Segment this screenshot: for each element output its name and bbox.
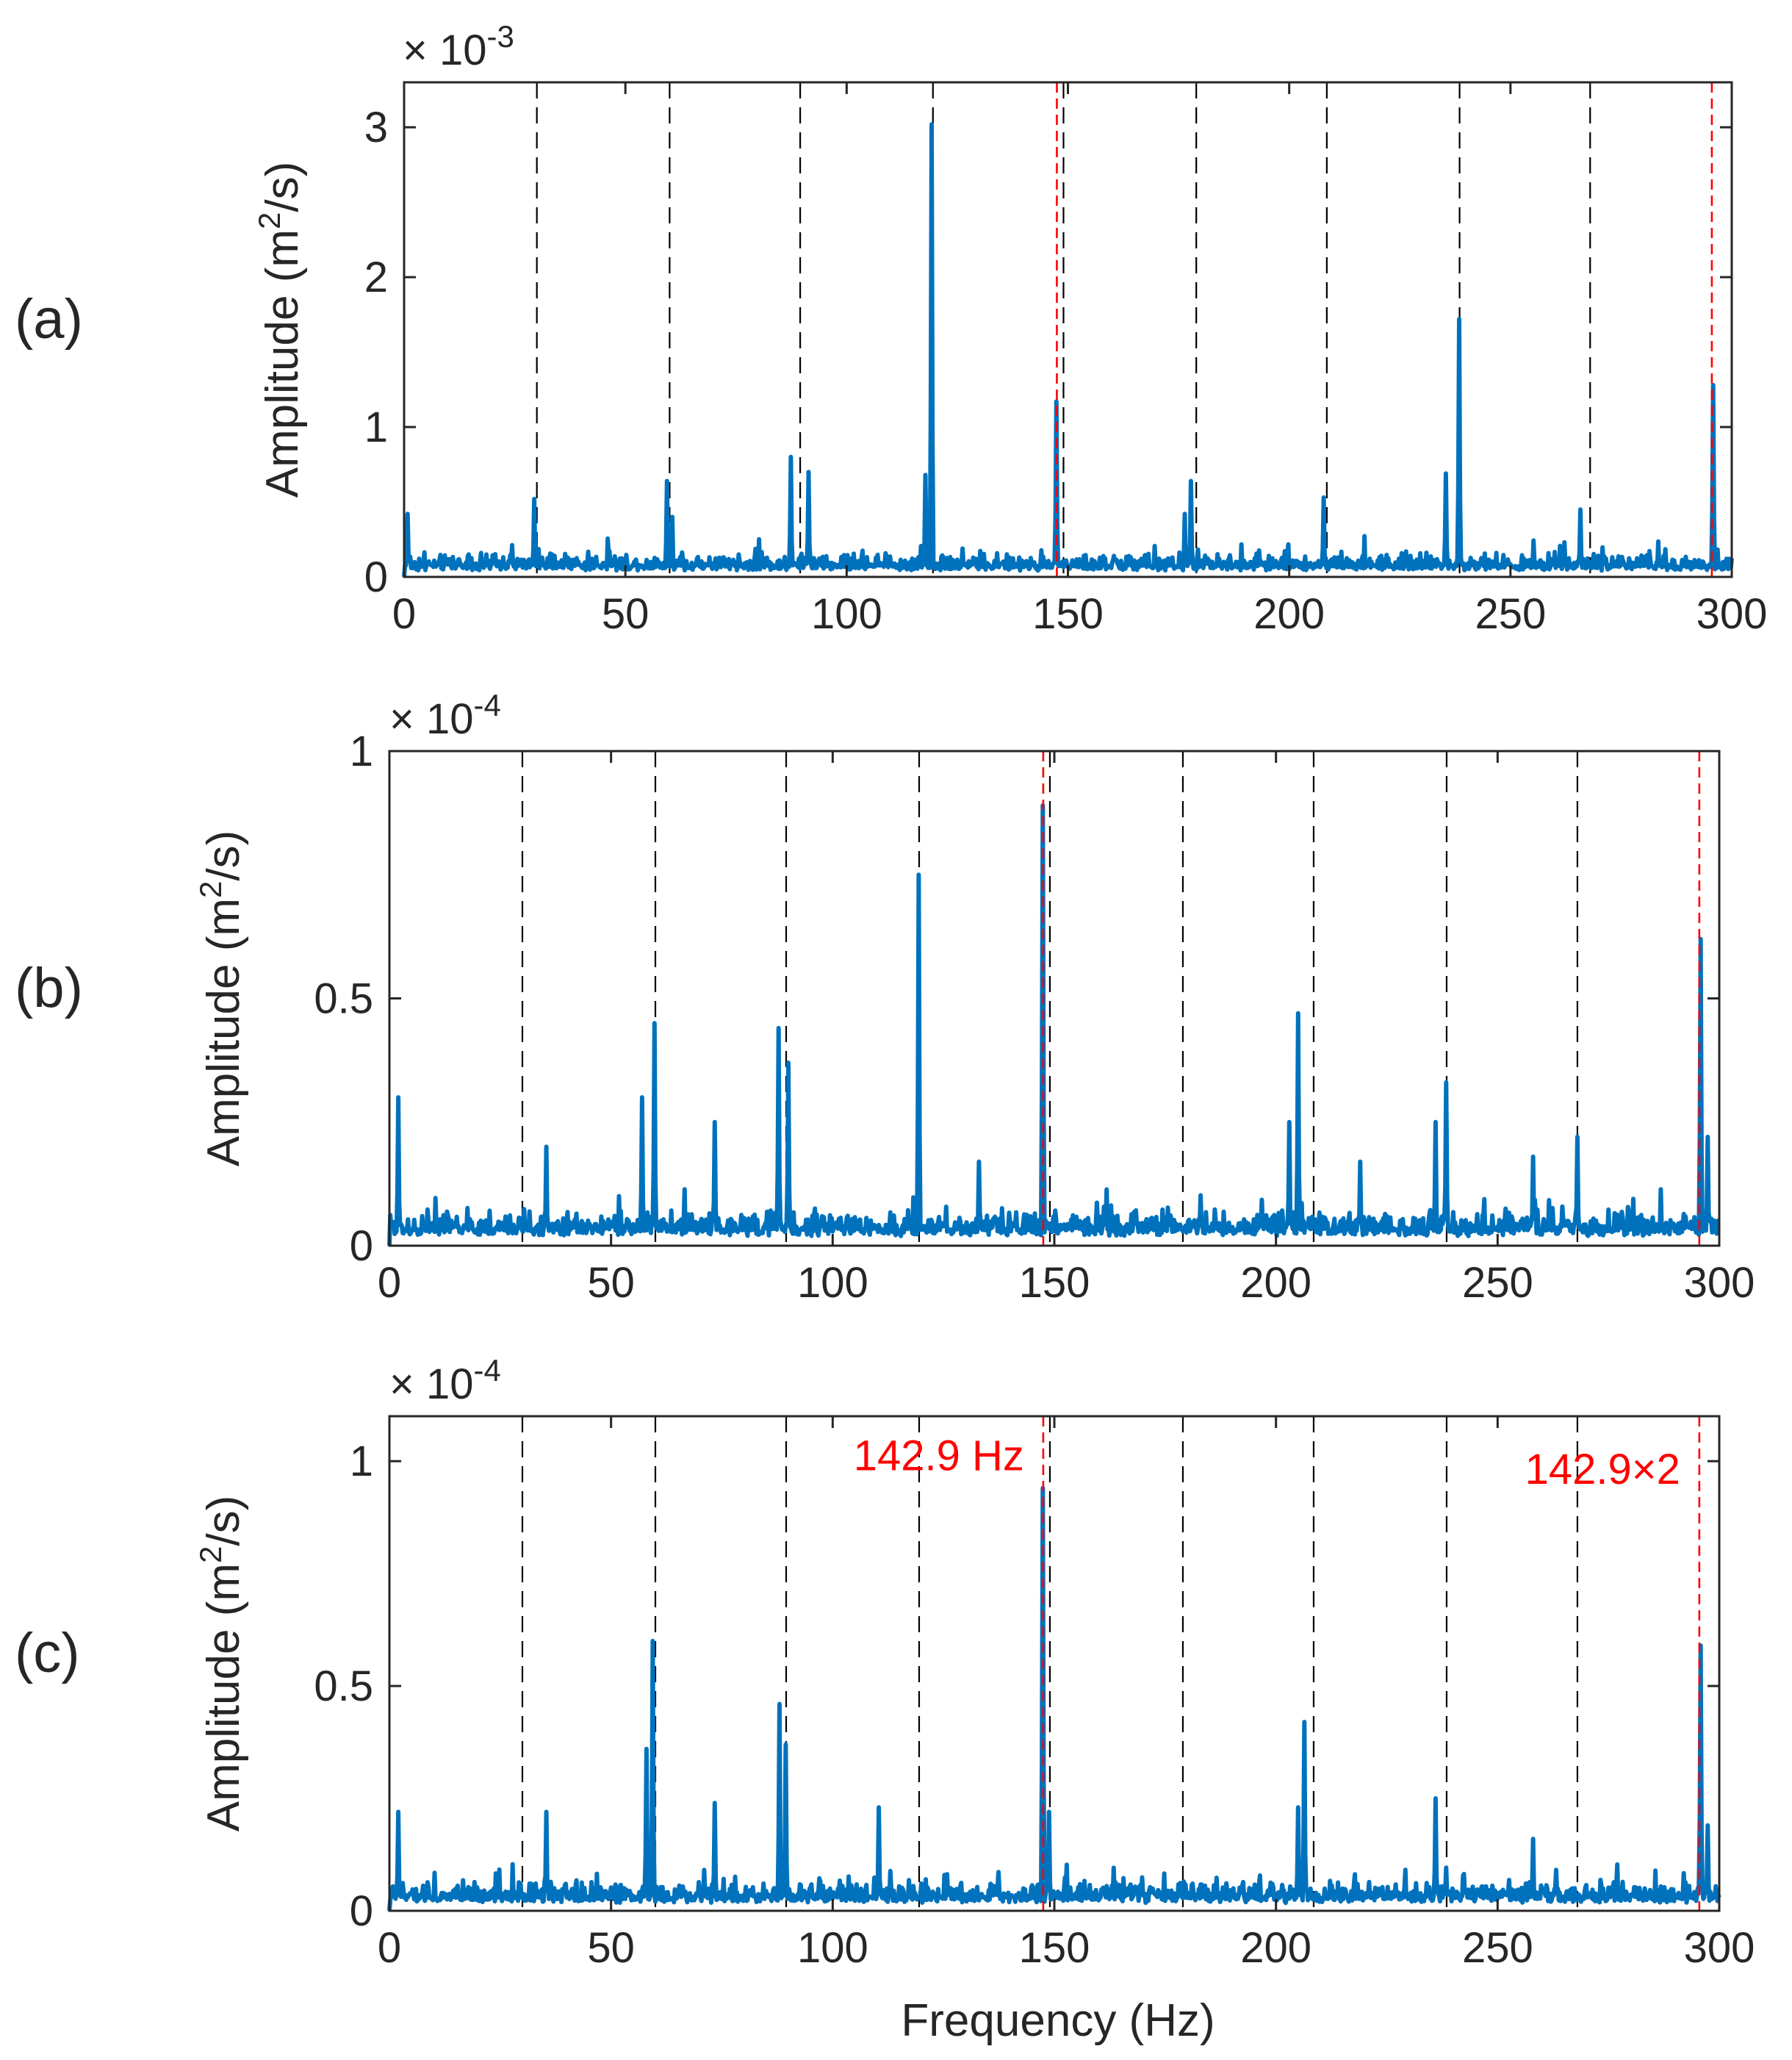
panel-a-ytick-label-0: 0 — [364, 553, 388, 601]
panel-b-ytick-label-0: 0 — [350, 1222, 373, 1270]
panel-c-xtick-label-4: 200 — [1240, 1924, 1311, 1972]
chart-panel-a: (a) 0 50 100 150 200 250 300 0 1 2 3 × 10-3 Amplitude… — [15, 19, 1767, 638]
panel-b-axes-box — [388, 750, 1721, 1247]
panel-a-y-axis-title: Amplitude (m2/s) — [252, 162, 308, 498]
panel-b-xtick-label-3: 150 — [1019, 1259, 1090, 1307]
panel-a-xtick-label-5: 250 — [1475, 590, 1546, 638]
panel-a-ytick-label-3: 3 — [364, 104, 388, 151]
panel-c-ytick-label-0: 0 — [350, 1887, 373, 1935]
panel-b-y-axis-title: Amplitude (m2/s) — [193, 830, 249, 1166]
panel-b-xtick-label-2: 100 — [797, 1259, 868, 1307]
panel-b-ytick-label-2: 1 — [350, 728, 373, 775]
panel-c-y-axis-title: Amplitude (m2/s) — [193, 1496, 249, 1831]
panel-a-xtick-label-3: 150 — [1032, 590, 1104, 638]
panel-a-xtick-label-0: 0 — [392, 590, 416, 638]
panel-c-exponent-label: × 10-4 — [389, 1353, 501, 1408]
panel-c-annotation-1: 142.9×2 — [1525, 1446, 1680, 1493]
panel-b-xtick-label-5: 250 — [1462, 1259, 1533, 1307]
panel-c-xtick-label-6: 300 — [1684, 1924, 1755, 1972]
panel-c-axes-box — [388, 1415, 1721, 1912]
panel-c-label: (c) — [15, 1622, 80, 1684]
panel-b-xtick-label-0: 0 — [378, 1259, 401, 1307]
chart-panel-b: (b) 0 50 100 150 200 250 300 0 0.5 1 × 10-4 Amplitud… — [15, 688, 1755, 1307]
panel-a-ytick-label-2: 2 — [364, 254, 388, 301]
x-axis-title: Frequency (Hz) — [901, 1995, 1215, 2046]
panel-c-xtick-label-5: 250 — [1462, 1924, 1533, 1972]
panel-a-xtick-label-4: 200 — [1253, 590, 1325, 638]
panel-b-xtick-label-6: 300 — [1684, 1259, 1755, 1307]
panel-c-xtick-label-1: 50 — [587, 1924, 635, 1972]
panel-a-ytick-label-1: 1 — [364, 403, 388, 451]
panel-a-xtick-label-1: 50 — [602, 590, 649, 638]
panel-b-spectrum-series — [387, 803, 1721, 1246]
panel-b-exponent-label: × 10-4 — [389, 688, 501, 743]
panel-b-ytick-label-1: 0.5 — [314, 975, 373, 1023]
panel-a-spectrum-series — [402, 122, 1734, 578]
panel-c-xtick-label-2: 100 — [797, 1924, 868, 1972]
panel-c-xtick-label-0: 0 — [378, 1924, 401, 1972]
panel-b-label: (b) — [15, 957, 83, 1019]
panel-a-axes-box — [403, 81, 1733, 578]
panel-c-ytick-label-1: 0.5 — [314, 1662, 373, 1710]
panel-a-label: (a) — [15, 288, 83, 351]
panel-c-ytick-label-2: 1 — [350, 1438, 373, 1485]
panel-c-annotation-0: 142.9 Hz — [854, 1432, 1024, 1479]
panel-a-xtick-label-2: 100 — [811, 590, 882, 638]
panel-c-xtick-label-3: 150 — [1019, 1924, 1090, 1972]
panel-b-xtick-label-1: 50 — [587, 1259, 635, 1307]
panel-a-exponent-label: × 10-3 — [403, 19, 514, 74]
panel-a-xtick-label-6: 300 — [1696, 590, 1768, 638]
panel-b-xtick-label-4: 200 — [1240, 1259, 1311, 1307]
chart-panel-c: (c) 0 50 100 150 200 250 300 0 0.5 1 × 10-4 Amplitud… — [15, 1353, 1755, 1972]
panel-c-spectrum-series — [387, 1485, 1721, 1912]
